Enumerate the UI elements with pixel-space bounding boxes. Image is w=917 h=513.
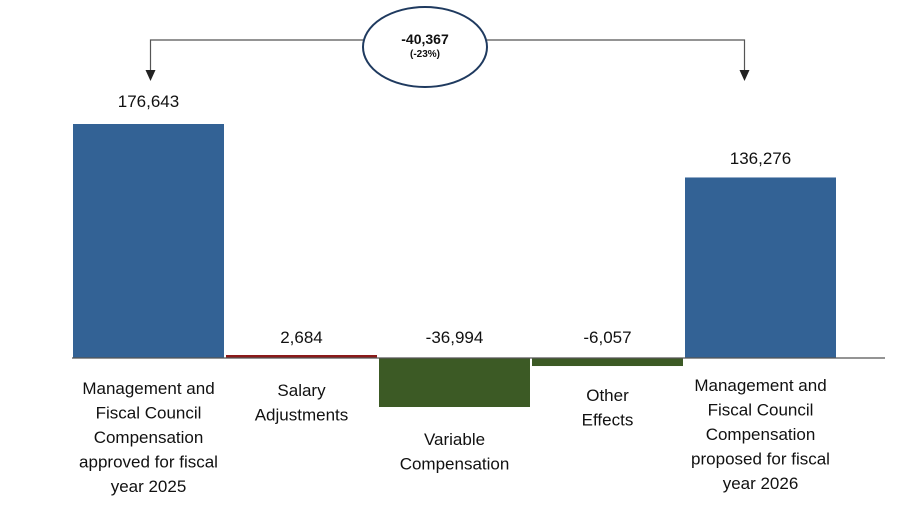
category-label: Other Effects (582, 386, 634, 430)
category-label-line: Management and (82, 379, 214, 398)
bar-3 (379, 358, 530, 408)
category-label-line: year 2025 (111, 477, 187, 496)
bars-layer (73, 124, 836, 408)
category-label-line: Compensation (400, 455, 510, 474)
category-label: Management and Fiscal Council Compensation… (79, 379, 218, 496)
difference-bracket: -40,367 (-23%) (145, 6, 750, 88)
bar-5 (685, 177, 836, 358)
category-label-line: Salary (277, 381, 326, 400)
bar-2 (226, 355, 377, 358)
value-label: 2,684 (280, 328, 323, 347)
value-label: 176,643 (118, 92, 179, 111)
category-label: Salary Adjustments (255, 381, 349, 425)
category-label: Management and Fiscal Council Compensation… (691, 376, 830, 493)
category-label-line: Fiscal Council (708, 401, 814, 420)
value-label: -36,994 (426, 328, 484, 347)
category-label-line: Effects (582, 411, 634, 430)
category-label-line: approved for fiscal (79, 453, 218, 472)
bracket-right-line (487, 39, 746, 72)
category-label-line: Compensation (706, 425, 816, 444)
category-label-line: Management and (694, 376, 826, 395)
category-label-line: Variable (424, 430, 485, 449)
category-label: Variable Compensation (400, 430, 510, 474)
difference-ellipse (362, 6, 488, 88)
labels-layer: 176,643 Management and Fiscal Council Compe… (79, 92, 830, 496)
difference-percent: (-23%) (410, 49, 440, 60)
category-label-line: proposed for fiscal (691, 450, 830, 469)
bar-4 (532, 358, 683, 367)
category-label-line: Adjustments (255, 406, 349, 425)
category-label-line: year 2026 (723, 474, 799, 493)
bar-1 (73, 124, 224, 358)
category-label-line: Compensation (94, 428, 204, 447)
category-label-line: Other (586, 386, 629, 405)
difference-value: -40,367 (401, 31, 449, 47)
arrow-down-icon (739, 70, 750, 81)
value-label: -6,057 (583, 328, 631, 347)
category-label-line: Fiscal Council (96, 404, 202, 423)
value-label: 136,276 (730, 149, 791, 168)
bracket-left-line (149, 39, 363, 72)
arrow-down-icon (145, 70, 156, 81)
